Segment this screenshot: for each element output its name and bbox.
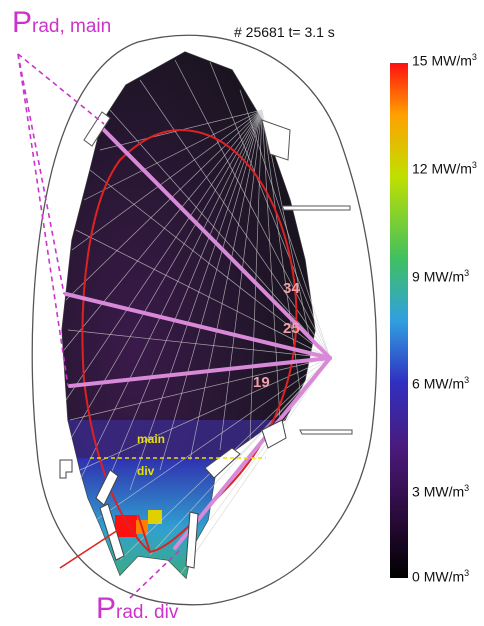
- prad-div-pointer: [129, 549, 181, 599]
- divertor-structures: [59, 419, 287, 569]
- los-highlight-1: [98, 124, 332, 360]
- prad-main-label: Prad, main: [12, 6, 112, 39]
- los-highlight-div: [173, 356, 332, 550]
- upper-port-structures: [83, 111, 353, 435]
- region-div-label: div: [137, 464, 155, 478]
- los-fan-middle: [67, 59, 331, 576]
- separatrix: [81, 128, 298, 554]
- channel-19-label: 19: [253, 374, 270, 391]
- los-channel-34: [64, 292, 332, 360]
- colorbar-tick-6: 6 MW/m3: [412, 375, 470, 392]
- colorbar-tick-3: 3 MW/m3: [412, 483, 470, 500]
- colorbar: [390, 63, 408, 578]
- divertor-emission: [62, 458, 300, 578]
- colorbar-tick-9: 9 MW/m3: [412, 268, 470, 285]
- highlight-channels: [64, 124, 332, 550]
- separatrix-leg: [137, 514, 151, 553]
- los-channel-19: [68, 356, 332, 388]
- channel-34-label: 34: [283, 280, 300, 297]
- region-main-label: main: [137, 432, 166, 446]
- colorbar-tick-12: 12 MW/m3: [412, 160, 477, 177]
- colorbar-tick-0: 0 MW/m3: [412, 568, 470, 585]
- prad-div-label: Prad. div: [96, 592, 179, 625]
- channel-25-label: 25: [283, 320, 300, 337]
- prad-main-pointers: [17, 53, 105, 387]
- hotspot-pointer: [59, 529, 119, 569]
- shot-title: # 25681 t= 3.1 s: [234, 24, 335, 40]
- colorbar-tick-15: 15 MW/m3: [412, 52, 477, 69]
- vessel-outer-wall: [31, 34, 378, 606]
